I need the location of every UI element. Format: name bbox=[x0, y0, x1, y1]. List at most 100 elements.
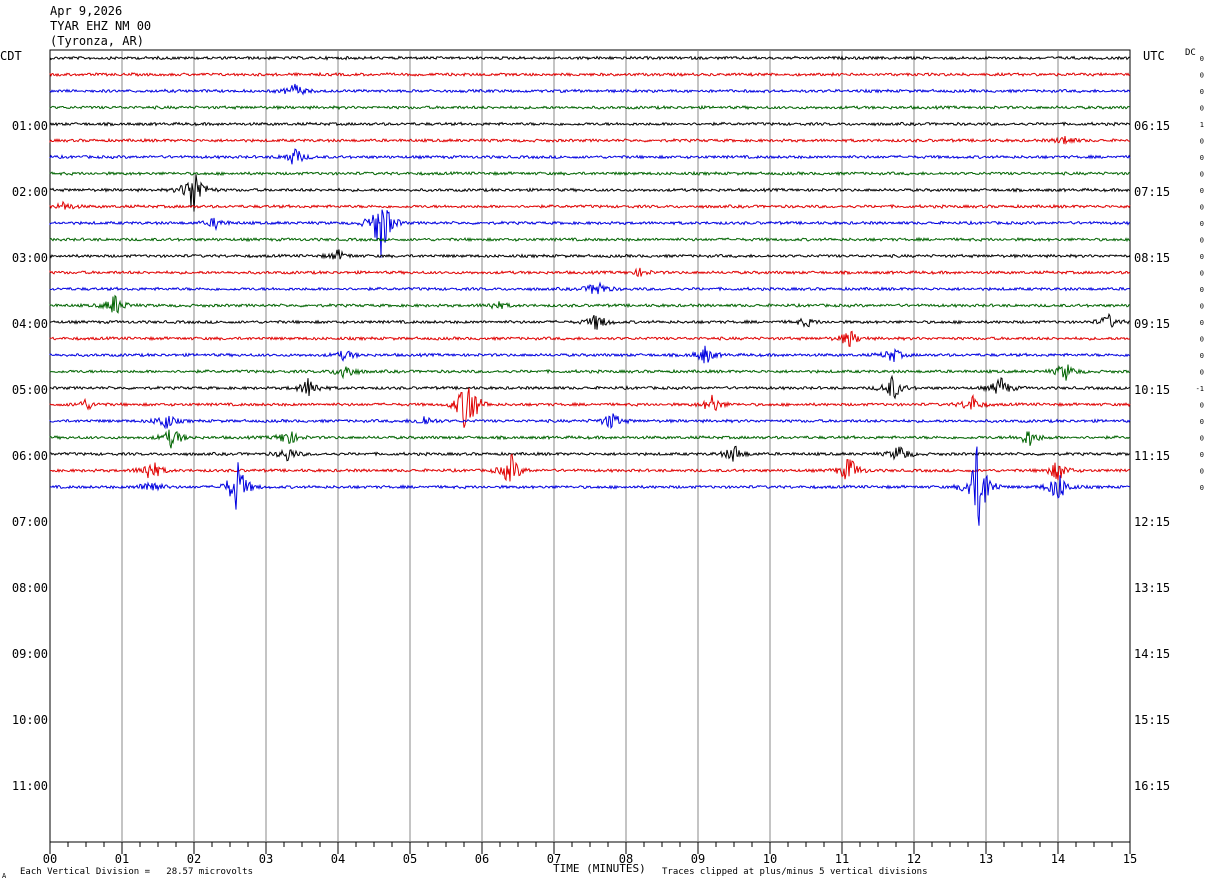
x-tick-label: 08 bbox=[619, 852, 633, 866]
left-hour-label: 09:00 bbox=[12, 647, 48, 661]
dc-offset-label: 0 bbox=[1200, 319, 1204, 327]
right-hour-label: 12:15 bbox=[1134, 515, 1170, 529]
seismic-trace bbox=[49, 136, 1131, 145]
right-timezone-label: UTC bbox=[1143, 49, 1165, 63]
seismic-trace bbox=[49, 55, 1131, 61]
x-tick-label: 05 bbox=[403, 852, 417, 866]
dc-offset-label: 0 bbox=[1200, 468, 1204, 476]
dc-offset-label: 0 bbox=[1200, 105, 1204, 113]
right-hour-label: 16:15 bbox=[1134, 779, 1170, 793]
dc-offset-label: 1 bbox=[1200, 121, 1204, 129]
right-hour-label: 15:15 bbox=[1134, 713, 1170, 727]
seismic-trace bbox=[49, 330, 1131, 348]
right-hour-label: 10:15 bbox=[1134, 383, 1170, 397]
corner-mark: A bbox=[2, 872, 7, 880]
x-tick-label: 04 bbox=[331, 852, 345, 866]
seismic-trace bbox=[49, 209, 1131, 258]
dc-offset-label: 0 bbox=[1200, 286, 1204, 294]
dc-offset-label: 0 bbox=[1200, 138, 1204, 146]
right-hour-label: 06:15 bbox=[1134, 119, 1170, 133]
seismic-trace bbox=[49, 83, 1131, 96]
left-hour-label: 11:00 bbox=[12, 779, 48, 793]
x-tick-label: 09 bbox=[691, 852, 705, 866]
dc-offset-label: 0 bbox=[1200, 237, 1204, 245]
dc-offset-label: 0 bbox=[1200, 369, 1204, 377]
seismic-trace bbox=[49, 345, 1131, 364]
seismic-trace bbox=[49, 413, 1131, 430]
dc-offset-label: 0 bbox=[1200, 435, 1204, 443]
seismic-trace bbox=[49, 312, 1131, 330]
scale-note: Each Vertical Division = 28.57 microvolt… bbox=[20, 867, 253, 877]
right-hour-label: 14:15 bbox=[1134, 647, 1170, 661]
seismic-trace bbox=[49, 267, 1131, 278]
dc-offset-label: 0 bbox=[1200, 303, 1204, 311]
right-hour-label: 13:15 bbox=[1134, 581, 1170, 595]
left-hour-label: 04:00 bbox=[12, 317, 48, 331]
seismic-trace bbox=[49, 174, 1131, 212]
clip-note: Traces clipped at plus/minus 5 vertical … bbox=[662, 867, 928, 877]
header-station: TYAR EHZ NM 00 bbox=[50, 19, 152, 33]
dc-offset-label: 0 bbox=[1200, 204, 1204, 212]
seismic-trace bbox=[49, 374, 1131, 400]
right-hour-label: 09:15 bbox=[1134, 317, 1170, 331]
seismic-trace bbox=[49, 104, 1131, 111]
dc-offset-label: 0 bbox=[1200, 336, 1204, 344]
seismic-trace bbox=[49, 200, 1131, 210]
header-location: (Tyronza, AR) bbox=[50, 34, 144, 48]
dc-offset-label: 0 bbox=[1200, 270, 1204, 278]
x-tick-label: 00 bbox=[43, 852, 57, 866]
dc-offset-label: 0 bbox=[1200, 187, 1204, 195]
right-hour-label: 07:15 bbox=[1134, 185, 1170, 199]
seismic-trace bbox=[49, 236, 1131, 243]
x-tick-label: 10 bbox=[763, 852, 777, 866]
x-tick-label: 07 bbox=[547, 852, 561, 866]
x-tick-label: 01 bbox=[115, 852, 129, 866]
seismic-trace bbox=[49, 170, 1131, 177]
seismic-trace bbox=[49, 294, 1131, 314]
seismic-trace bbox=[49, 429, 1131, 449]
left-hour-label: 05:00 bbox=[12, 383, 48, 397]
x-tick-label: 15 bbox=[1123, 852, 1137, 866]
x-tick-label: 02 bbox=[187, 852, 201, 866]
seismic-trace bbox=[49, 281, 1131, 295]
dc-offset-label: 0 bbox=[1200, 418, 1204, 426]
x-tick-label: 06 bbox=[475, 852, 489, 866]
left-hour-label: 01:00 bbox=[12, 119, 48, 133]
x-tick-label: 03 bbox=[259, 852, 273, 866]
x-tick-label: 13 bbox=[979, 852, 993, 866]
x-tick-label: 14 bbox=[1051, 852, 1065, 866]
dc-offset-label: -1 bbox=[1196, 385, 1204, 393]
left-hour-label: 02:00 bbox=[12, 185, 48, 199]
left-hour-label: 10:00 bbox=[12, 713, 48, 727]
x-tick-label: 11 bbox=[835, 852, 849, 866]
left-hour-label: 07:00 bbox=[12, 515, 48, 529]
dc-offset-label: 0 bbox=[1200, 352, 1204, 360]
dc-offset-label: 0 bbox=[1200, 55, 1204, 63]
dc-offset-label: 0 bbox=[1200, 220, 1204, 228]
right-hour-label: 11:15 bbox=[1134, 449, 1170, 463]
seismic-trace bbox=[49, 249, 1131, 260]
left-hour-label: 03:00 bbox=[12, 251, 48, 265]
seismic-trace bbox=[49, 121, 1131, 127]
seismic-trace bbox=[49, 387, 1131, 428]
dc-offset-label: 0 bbox=[1200, 253, 1204, 261]
seismic-trace bbox=[49, 453, 1131, 482]
dc-offset-label: 0 bbox=[1200, 402, 1204, 410]
dc-offset-label: 0 bbox=[1200, 451, 1204, 459]
seismic-trace bbox=[49, 364, 1131, 381]
dc-offset-label: 0 bbox=[1200, 88, 1204, 96]
seismic-trace bbox=[49, 71, 1131, 78]
dc-label: DC bbox=[1185, 48, 1196, 58]
left-timezone-label: CDT bbox=[0, 49, 22, 63]
plot-frame bbox=[49, 49, 1131, 843]
dc-offset-label: 0 bbox=[1200, 171, 1204, 179]
dc-offset-label: 0 bbox=[1200, 484, 1204, 492]
seismic-trace bbox=[49, 445, 1131, 462]
dc-offset-label: 0 bbox=[1200, 154, 1204, 162]
x-axis-title: TIME (MINUTES) bbox=[553, 862, 646, 875]
x-tick-label: 12 bbox=[907, 852, 921, 866]
left-hour-label: 06:00 bbox=[12, 449, 48, 463]
right-hour-label: 08:15 bbox=[1134, 251, 1170, 265]
seismic-trace bbox=[49, 148, 1131, 165]
